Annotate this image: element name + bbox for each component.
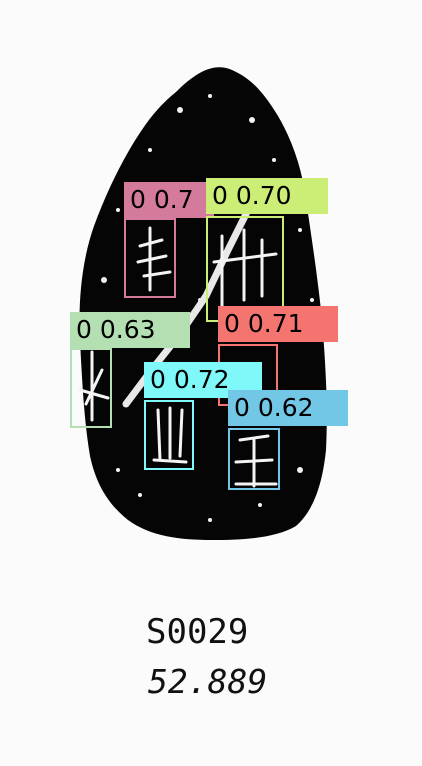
detection-score-6: 0.62 [257, 393, 314, 422]
specimen-score: 52.889 [148, 662, 268, 701]
detection-box-6 [228, 428, 280, 490]
detection-class-5: 0 [150, 365, 174, 394]
detection-score-2: 0.70 [235, 181, 292, 210]
detection-score-3: 0.71 [247, 309, 304, 338]
detection-label-2: 0 0.70 [206, 178, 328, 214]
rubbing-specks [101, 94, 314, 522]
detection-class-6: 0 [234, 393, 258, 422]
detection-box-1 [124, 218, 176, 298]
rubbing-glyphs [78, 226, 278, 488]
detection-box-5 [144, 400, 194, 470]
detection-label-4: 0 0.63 [70, 312, 190, 348]
detection-score-1: 0.7 [153, 185, 194, 214]
detection-class-1: 0 [130, 185, 154, 214]
detection-box-4 [70, 348, 112, 428]
detection-class-3: 0 [224, 309, 248, 338]
detection-class-4: 0 [76, 315, 100, 344]
detection-class-2: 0 [212, 181, 236, 210]
detection-score-4: 0.63 [99, 315, 156, 344]
detection-label-1: 0 0.7 [124, 182, 214, 218]
detection-label-3: 0 0.71 [218, 306, 338, 342]
specimen-id: S0029 [146, 612, 249, 652]
detection-label-6: 0 0.62 [228, 390, 348, 426]
detection-score-5: 0.72 [173, 365, 230, 394]
